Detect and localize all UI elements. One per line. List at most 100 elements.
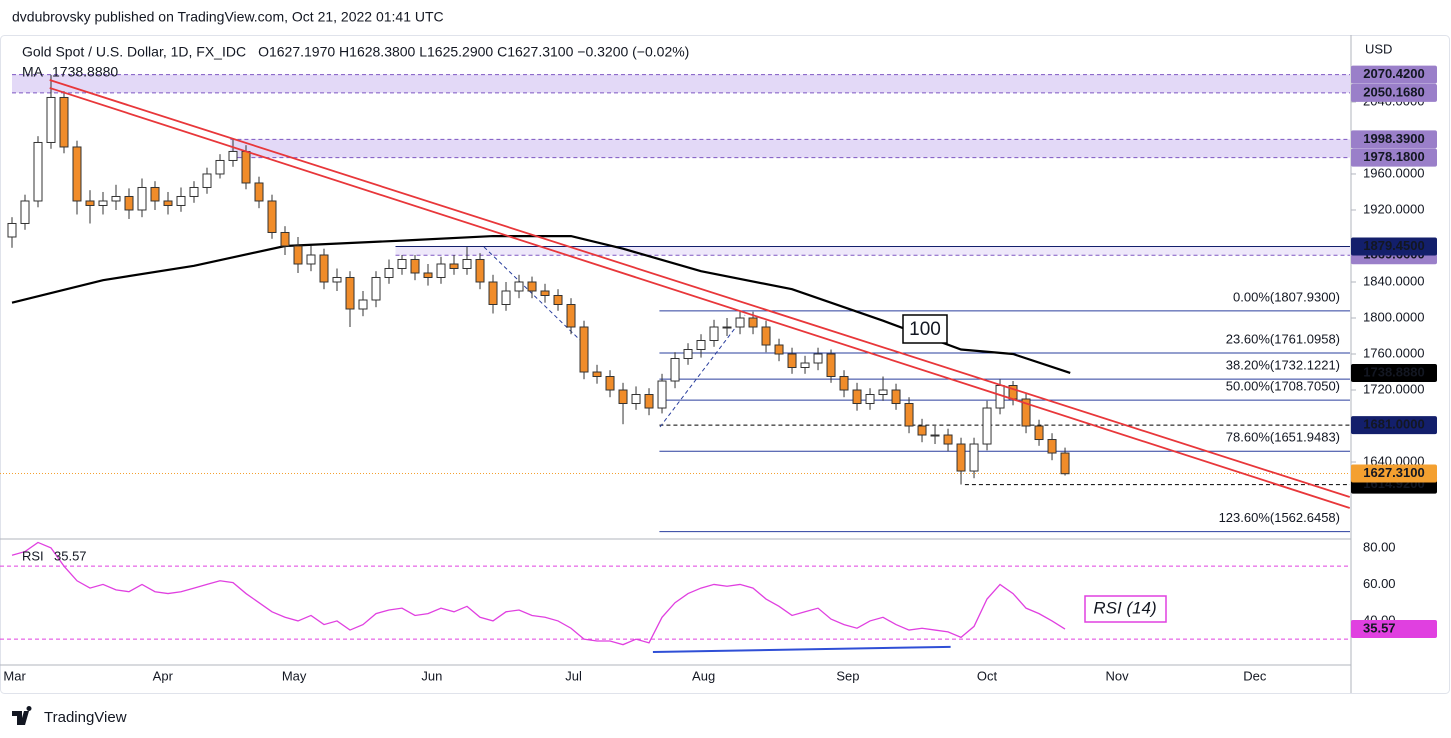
candle-body — [592, 371, 602, 378]
candle-body — [696, 340, 706, 351]
zone-price-box — [1351, 83, 1437, 102]
candle-body — [839, 376, 849, 391]
candle-body — [241, 150, 251, 184]
zone-price-text: 2070.4200 — [1363, 66, 1424, 81]
y-tick-label: 1800.0000 — [1363, 309, 1424, 324]
candle-body — [683, 349, 693, 360]
zone-price-box — [1351, 65, 1437, 84]
candle-body — [280, 231, 290, 247]
candle-body — [319, 254, 329, 283]
candle-body — [371, 276, 381, 301]
layers: 1640.00001720.00001760.00001800.00001840… — [0, 65, 1437, 683]
x-tick-label: Apr — [153, 668, 174, 683]
candle-body — [709, 326, 719, 342]
x-tick-label: Mar — [3, 668, 26, 683]
y-tick-label: 1840.0000 — [1363, 273, 1424, 288]
rsi-line — [11, 541, 1066, 646]
candle-body — [72, 146, 82, 202]
candle-body — [85, 200, 95, 206]
fib-label: 123.60%(1562.6458) — [1219, 510, 1340, 525]
chart-frame — [0, 35, 1450, 694]
rsi-price-box — [1351, 620, 1437, 639]
last-price-text: 1627.3100 — [1363, 465, 1424, 480]
rsi-title: RSI (14) — [1093, 598, 1156, 617]
candle-body — [384, 267, 394, 278]
zone-price-text: 2050.1680 — [1363, 84, 1424, 99]
candle-body — [501, 290, 511, 305]
candle-body — [930, 434, 940, 437]
candle-body — [150, 186, 160, 202]
candle-body — [215, 159, 225, 175]
ma-line — [11, 234, 1071, 374]
x-tick-label: Jul — [565, 668, 582, 683]
candle-body — [488, 281, 498, 305]
candle-body — [865, 394, 875, 405]
candle-body — [670, 358, 680, 382]
candle-body — [891, 389, 901, 405]
candle-body — [800, 362, 810, 369]
candle-body — [1021, 398, 1031, 427]
candle-body — [514, 281, 524, 292]
chart-title: Gold Spot / U.S. Dollar, 1D, FX_IDC — [22, 44, 246, 60]
ma-annotation: 100 — [902, 314, 948, 344]
fib-label: 0.00%(1807.9300) — [1233, 289, 1340, 304]
candle-body — [956, 443, 966, 472]
candle-body — [332, 276, 342, 283]
candle-body — [345, 276, 355, 310]
candle-body — [436, 263, 446, 278]
candle-body — [943, 434, 953, 445]
y-tick-label: 1960.0000 — [1363, 165, 1424, 180]
candle-body — [748, 317, 758, 328]
candle-body — [475, 258, 485, 283]
brand: TradingView — [44, 709, 127, 726]
y-tick-label: 1720.0000 — [1363, 381, 1424, 396]
published-line: dvdubrovsky published on TradingView.com… — [12, 9, 444, 25]
rsi-title-box — [1084, 595, 1167, 623]
currency: USD — [1365, 41, 1392, 56]
candle-body — [462, 258, 472, 269]
candle-body — [982, 407, 992, 445]
candle-body — [540, 290, 550, 296]
ohlc-values: O1627.1970 H1628.3800 L1625.2900 C1627.3… — [258, 44, 689, 60]
candle-body — [527, 281, 537, 292]
candle-body — [852, 389, 862, 405]
candle-body — [1060, 452, 1070, 475]
candle-body — [228, 150, 238, 161]
y-tick-label: 1760.0000 — [1363, 345, 1424, 360]
candle-body — [137, 186, 147, 211]
last-price-box — [1351, 464, 1437, 483]
x-tick-label: Nov — [1105, 668, 1129, 683]
zone-price-text: 1978.1800 — [1363, 149, 1424, 164]
candle-body — [1047, 439, 1057, 454]
candle-body — [904, 403, 914, 427]
zone — [395, 246, 1351, 256]
x-tick-label: May — [282, 668, 307, 683]
annotation-box — [902, 314, 948, 344]
zone — [230, 139, 1350, 158]
tradingview-logo: TradingView — [12, 706, 127, 726]
ma-price-box — [1351, 364, 1437, 383]
trendline — [49, 79, 1351, 498]
candle-body — [254, 182, 264, 202]
candle-body — [735, 317, 745, 328]
candle-body — [605, 376, 615, 391]
fib-label: 38.20%(1732.1221) — [1226, 358, 1340, 373]
fib-label: 50.00%(1708.7050) — [1226, 379, 1340, 394]
logo-mark — [12, 706, 32, 725]
rsi-value: 35.57 — [54, 548, 87, 563]
candle-body — [969, 443, 979, 472]
candle-body — [826, 353, 836, 378]
candle-body — [98, 200, 108, 206]
trendline — [49, 87, 1351, 509]
level-price-box — [1351, 416, 1437, 435]
x-tick-label: Jun — [421, 668, 442, 683]
rsi-divergence — [652, 645, 951, 653]
zone-price-box — [1351, 237, 1437, 256]
zone-price-text: 1879.4500 — [1363, 238, 1424, 253]
zone-price-text: 1998.3900 — [1363, 131, 1424, 146]
candle-body — [722, 326, 732, 329]
candle-body — [7, 222, 17, 238]
candle-body — [813, 353, 823, 364]
candle-body — [20, 200, 30, 224]
